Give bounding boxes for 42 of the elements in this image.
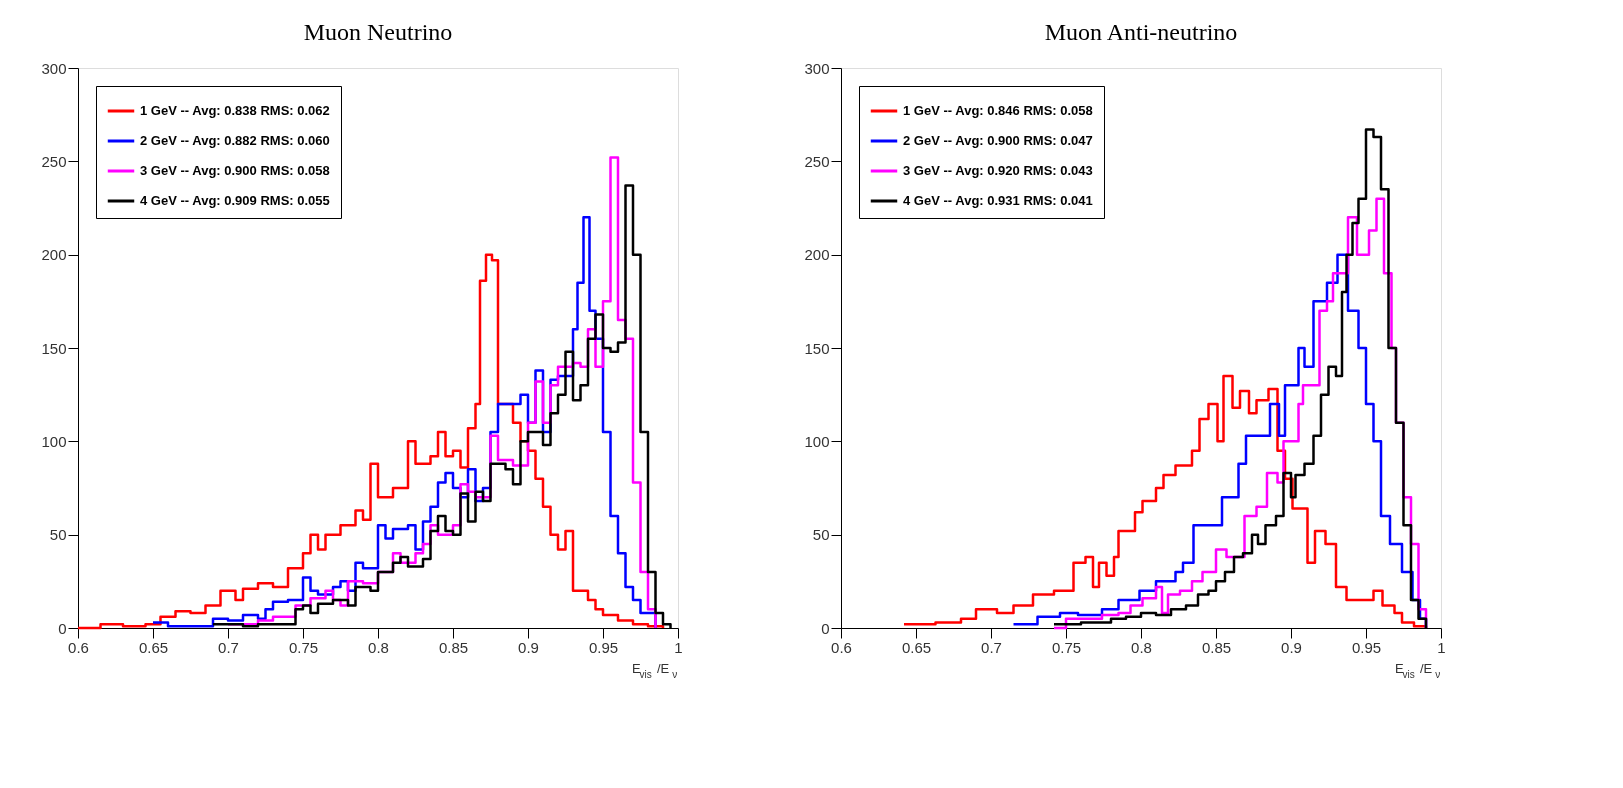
x-tick-label: 0.85	[438, 638, 469, 656]
legend-label: 1 GeV -- Avg: 0.838 RMS: 0.062	[140, 103, 330, 118]
x-tick-label: 0.65	[138, 638, 169, 656]
x-tick-label: 0.7	[218, 638, 239, 656]
y-tick-label: 200	[804, 246, 830, 264]
x-tick-label: 1	[1437, 638, 1446, 656]
x-tick-label: 0.85	[1201, 638, 1232, 656]
x-tick-label: 1	[674, 638, 683, 656]
legend-label: 2 GeV -- Avg: 0.900 RMS: 0.047	[903, 133, 1093, 148]
y-tick-label: 0	[821, 619, 830, 637]
x-tick-label: 0.9	[1281, 638, 1302, 656]
legend-label: 3 GeV -- Avg: 0.900 RMS: 0.058	[140, 163, 330, 178]
x-tick-label: 0.9	[518, 638, 539, 656]
x-tick-label: 0.8	[1131, 638, 1152, 656]
y-tick-label: 150	[41, 339, 67, 357]
x-tick-label: 0.8	[368, 638, 389, 656]
y-tick-label: 300	[804, 59, 830, 77]
chart-title: Muon Neutrino	[303, 19, 453, 45]
y-tick-label: 250	[804, 152, 830, 170]
y-tick-label: 150	[804, 339, 830, 357]
legend-label: 1 GeV -- Avg: 0.846 RMS: 0.058	[903, 103, 1093, 118]
legend-label: 3 GeV -- Avg: 0.920 RMS: 0.043	[903, 163, 1093, 178]
legend-label: 4 GeV -- Avg: 0.909 RMS: 0.055	[140, 193, 330, 208]
y-tick-label: 250	[41, 152, 67, 170]
legend-label: 4 GeV -- Avg: 0.931 RMS: 0.041	[903, 193, 1093, 208]
y-tick-label: 0	[58, 619, 67, 637]
y-tick-label: 300	[41, 59, 67, 77]
legend-label: 2 GeV -- Avg: 0.882 RMS: 0.060	[140, 133, 330, 148]
x-tick-label: 0.75	[288, 638, 319, 656]
x-tick-label: 0.75	[1051, 638, 1082, 656]
x-tick-label: 0.6	[68, 638, 89, 656]
x-tick-label: 0.6	[831, 638, 852, 656]
y-tick-label: 100	[804, 432, 830, 450]
y-tick-label: 100	[41, 432, 67, 450]
x-tick-label: 0.7	[981, 638, 1002, 656]
chart-title: Muon Anti-neutrino	[1044, 19, 1238, 45]
x-tick-label: 0.65	[901, 638, 932, 656]
x-tick-label: 0.95	[588, 638, 619, 656]
y-tick-label: 50	[812, 526, 830, 544]
y-tick-label: 50	[49, 526, 67, 544]
y-tick-label: 200	[41, 246, 67, 264]
x-tick-label: 0.95	[1351, 638, 1382, 656]
